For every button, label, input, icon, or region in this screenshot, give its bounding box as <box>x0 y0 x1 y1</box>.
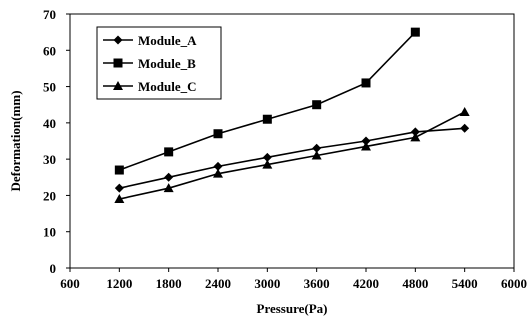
y-tick-label: 0 <box>50 261 57 276</box>
data-point <box>312 143 322 153</box>
y-tick-label: 40 <box>43 116 56 131</box>
data-point <box>164 172 174 182</box>
data-point <box>410 132 421 142</box>
data-point <box>410 27 420 37</box>
legend-marker <box>113 35 123 45</box>
data-point <box>164 147 174 157</box>
x-axis-title: Pressure(Pa) <box>257 301 328 316</box>
data-point <box>410 127 420 137</box>
legend-label: Module_B <box>138 56 196 71</box>
y-tick-label: 60 <box>43 43 56 58</box>
series-module-b <box>114 27 420 175</box>
data-point <box>262 114 272 124</box>
x-tick-label: 3000 <box>254 276 280 291</box>
data-point <box>459 106 470 116</box>
data-point <box>460 123 470 133</box>
x-tick-label: 1800 <box>156 276 182 291</box>
x-tick-label: 3600 <box>304 276 330 291</box>
y-axis-ticks: 0 10 20 30 40 50 60 70 <box>43 7 70 276</box>
data-point <box>213 129 223 139</box>
series-layer <box>114 27 470 204</box>
axes <box>69 13 515 269</box>
data-point <box>262 152 272 162</box>
legend: Module_A Module_B Module_C <box>96 26 222 100</box>
series-line <box>119 127 465 189</box>
data-point <box>114 165 124 175</box>
series-module-c <box>114 106 470 204</box>
series-module-a <box>114 123 470 193</box>
plot-frame <box>69 13 515 269</box>
y-tick-label: 30 <box>43 152 56 167</box>
y-tick-label: 50 <box>43 80 56 95</box>
data-point <box>262 159 273 169</box>
x-tick-label: 4200 <box>353 276 379 291</box>
legend-marker <box>113 81 123 90</box>
x-tick-label: 600 <box>60 276 80 291</box>
x-tick-label: 2400 <box>205 276 231 291</box>
series-line <box>119 111 466 200</box>
data-point <box>361 136 371 146</box>
data-point <box>213 161 223 171</box>
data-point <box>114 194 125 204</box>
x-axis-ticks: 600 1200 1800 2400 3000 3600 4200 4800 5400 6000 <box>60 268 527 291</box>
legend-marker <box>113 58 123 68</box>
data-point <box>163 183 174 193</box>
data-point <box>114 183 124 193</box>
data-point <box>312 100 322 110</box>
data-point <box>311 150 322 160</box>
data-point <box>213 168 223 178</box>
x-tick-label: 4800 <box>402 276 428 291</box>
legend-label: Module_A <box>138 33 197 48</box>
y-tick-label: 10 <box>43 225 56 240</box>
x-tick-label: 6000 <box>501 276 527 291</box>
y-axis-title: Deformation(mm) <box>8 90 23 191</box>
x-tick-label: 1200 <box>106 276 132 291</box>
x-tick-label: 5400 <box>452 276 478 291</box>
y-tick-label: 20 <box>43 188 56 203</box>
data-point <box>361 78 371 88</box>
y-tick-label: 70 <box>43 7 56 22</box>
legend-label: Module_C <box>138 79 197 94</box>
data-point <box>361 141 371 151</box>
